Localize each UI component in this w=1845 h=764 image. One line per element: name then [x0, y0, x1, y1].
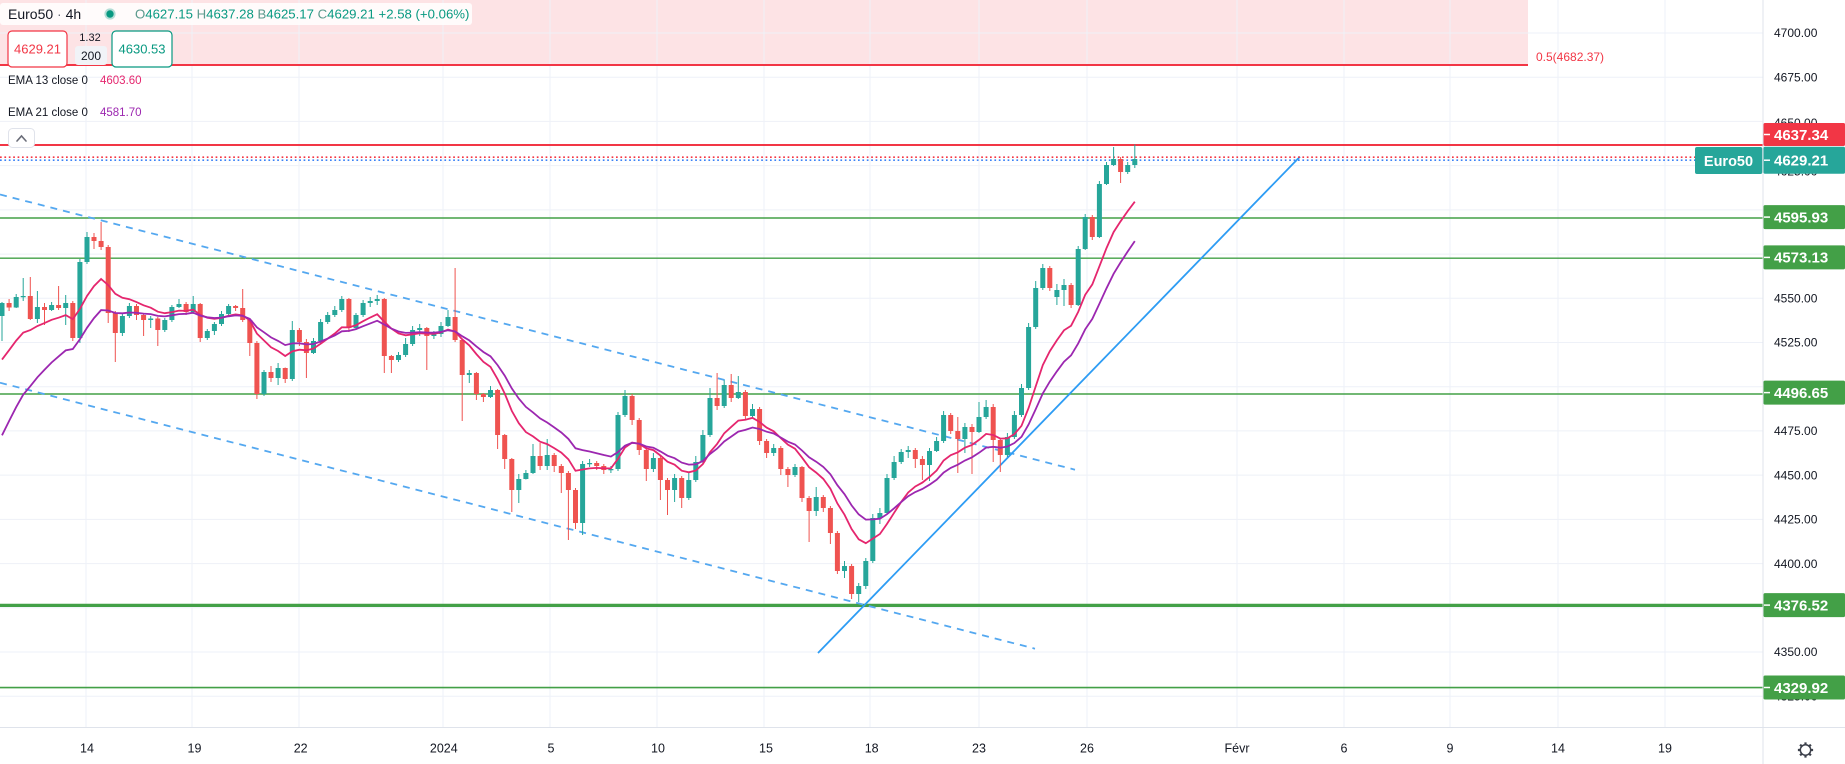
svg-text:22: 22 — [294, 742, 308, 756]
svg-text:4675.00: 4675.00 — [1774, 70, 1818, 84]
svg-text:4475.00: 4475.00 — [1774, 424, 1818, 438]
svg-text:14: 14 — [1551, 742, 1565, 756]
svg-text:4595.93: 4595.93 — [1774, 209, 1828, 226]
svg-text:4629.21: 4629.21 — [14, 42, 61, 57]
svg-text:19: 19 — [1658, 742, 1672, 756]
svg-text:4550.00: 4550.00 — [1774, 292, 1818, 306]
svg-text:4629.21: 4629.21 — [1774, 153, 1828, 170]
svg-text:1.32: 1.32 — [79, 32, 100, 44]
svg-text:0.5(4682.37): 0.5(4682.37) — [1536, 50, 1604, 64]
svg-text:Euro50: Euro50 — [1704, 154, 1753, 170]
svg-text:O4627.15 H4637.28 B4625.17 C46: O4627.15 H4637.28 B4625.17 C4629.21 +2.5… — [135, 7, 469, 22]
svg-text:10: 10 — [651, 742, 665, 756]
svg-text:4700.00: 4700.00 — [1774, 26, 1818, 40]
svg-text:4376.52: 4376.52 — [1774, 597, 1828, 614]
svg-text:5: 5 — [548, 742, 555, 756]
svg-text:9: 9 — [1447, 742, 1454, 756]
svg-text:4573.13: 4573.13 — [1774, 250, 1828, 267]
svg-text:EMA 13 close 0: EMA 13 close 0 — [8, 75, 88, 87]
svg-text:4350.00: 4350.00 — [1774, 645, 1818, 659]
svg-text:4425.00: 4425.00 — [1774, 513, 1818, 527]
svg-text:4581.70: 4581.70 — [100, 107, 142, 119]
svg-text:4637.34: 4637.34 — [1774, 127, 1829, 144]
svg-text:15: 15 — [759, 742, 773, 756]
svg-text:Févr: Févr — [1225, 742, 1250, 756]
svg-text:4630.53: 4630.53 — [119, 42, 166, 57]
svg-text:EMA 21 close 0: EMA 21 close 0 — [8, 107, 88, 119]
svg-text:200: 200 — [81, 49, 101, 63]
svg-text:19: 19 — [188, 742, 202, 756]
svg-text:4400.00: 4400.00 — [1774, 557, 1818, 571]
svg-text:14: 14 — [80, 742, 94, 756]
svg-text:2024: 2024 — [430, 742, 458, 756]
svg-text:4603.60: 4603.60 — [100, 75, 142, 87]
svg-text:4450.00: 4450.00 — [1774, 468, 1818, 482]
svg-text:4525.00: 4525.00 — [1774, 336, 1818, 350]
svg-text:4496.65: 4496.65 — [1774, 385, 1828, 402]
svg-text:18: 18 — [865, 742, 879, 756]
svg-text:26: 26 — [1080, 742, 1094, 756]
svg-text:4329.92: 4329.92 — [1774, 680, 1828, 697]
svg-text:6: 6 — [1341, 742, 1348, 756]
svg-text:23: 23 — [972, 742, 986, 756]
svg-text:Euro50 · 4h: Euro50 · 4h — [8, 6, 81, 22]
